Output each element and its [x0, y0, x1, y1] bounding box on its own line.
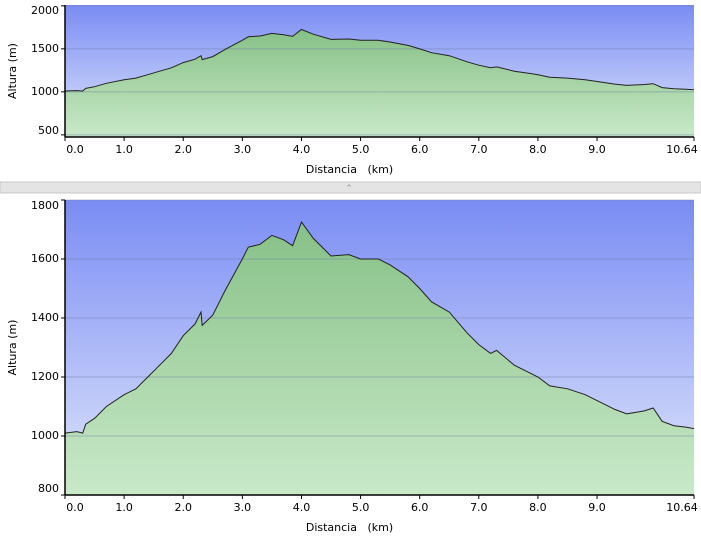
- x-tick-label: 5.0: [352, 143, 370, 156]
- y-tick-label: 1400: [31, 311, 59, 324]
- x-axis-title: Distancia (km): [306, 521, 393, 534]
- x-tick-label: 5.0: [352, 501, 370, 514]
- x-tick-label: 3.0: [234, 143, 252, 156]
- x-tick-label: 2.0: [174, 501, 192, 514]
- x-tick-label: 7.0: [470, 501, 488, 514]
- x-tick-label: 7.0: [470, 143, 488, 156]
- x-tick-label: 9.0: [588, 143, 606, 156]
- y-tick-label: 1800: [31, 199, 59, 212]
- x-tick-label: 9.0: [588, 501, 606, 514]
- x-tick-label: 0.0: [66, 143, 84, 156]
- x-tick-label: 10.64: [666, 143, 698, 156]
- y-tick-label: 2000: [31, 4, 59, 17]
- y-tick-label: 1600: [31, 252, 59, 265]
- splitter[interactable]: [0, 181, 701, 194]
- y-axis-title: Altura (m): [6, 320, 19, 376]
- x-tick-label: 1.0: [115, 143, 133, 156]
- elevation-fill: [65, 222, 694, 495]
- x-tick-label: 8.0: [529, 501, 547, 514]
- x-tick-label: 6.0: [411, 501, 429, 514]
- x-axis-title: Distancia (km): [306, 163, 393, 176]
- x-tick-label: 3.0: [234, 501, 252, 514]
- y-tick-label: 500: [38, 124, 59, 137]
- elevation-line: [64, 28, 695, 92]
- x-tick-label: 4.0: [293, 501, 311, 514]
- y-tick-label: 1200: [31, 370, 59, 383]
- elevation-line: [64, 221, 695, 434]
- y-tick-label: 1000: [31, 85, 59, 98]
- y-axis-title: Altura (m): [6, 43, 19, 99]
- y-tick-label: 800: [38, 482, 59, 495]
- y-tick-label: 1500: [31, 42, 59, 55]
- x-tick-label: 2.0: [174, 143, 192, 156]
- x-tick-label: 10.64: [666, 501, 698, 514]
- x-tick-label: 8.0: [529, 143, 547, 156]
- y-tick-label: 1000: [31, 429, 59, 442]
- x-tick-label: 1.0: [115, 501, 133, 514]
- x-tick-label: 4.0: [293, 143, 311, 156]
- x-tick-label: 0.0: [66, 501, 84, 514]
- elevation-fill: [65, 29, 694, 137]
- splitter-grip: ^: [346, 184, 352, 192]
- x-tick-label: 6.0: [411, 143, 429, 156]
